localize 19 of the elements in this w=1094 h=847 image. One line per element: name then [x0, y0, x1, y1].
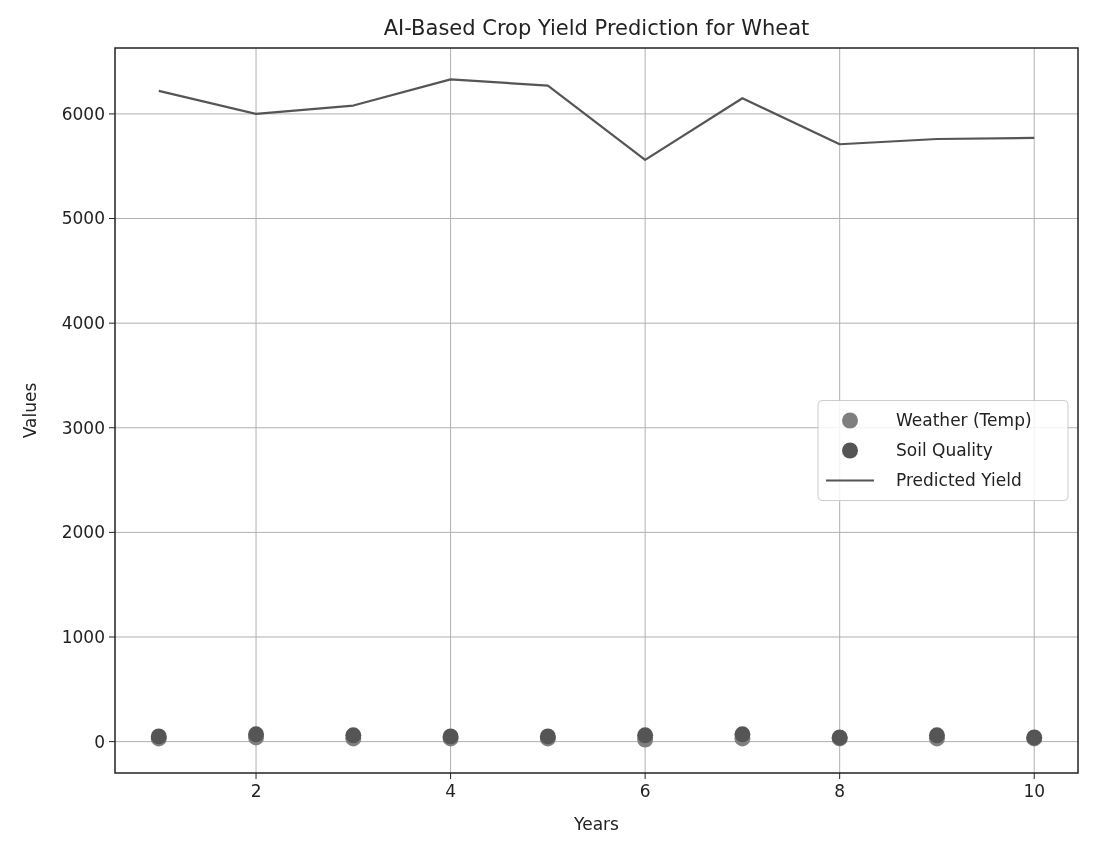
y-tick-label: 2000 — [61, 522, 105, 543]
x-tick-label: 2 — [250, 781, 262, 801]
y-tick-label: 6000 — [61, 103, 105, 124]
x-tick-label: 4 — [445, 781, 456, 801]
y-tick-label: 0 — [94, 731, 105, 752]
line-series — [157, 78, 1036, 162]
chart-title: AI-Based Crop Yield Prediction for Wheat — [383, 16, 810, 40]
y-tick-label: 4000 — [61, 313, 105, 334]
y-tick-label: 3000 — [61, 417, 105, 438]
x-tick-label: 8 — [834, 781, 846, 801]
y-tick-label: 5000 — [61, 208, 105, 229]
legend-label: Soil Quality — [896, 440, 993, 461]
x-tick-label: 6 — [639, 781, 651, 801]
x-axis-title: Years — [573, 814, 620, 834]
x-tick-label: 10 — [1023, 781, 1046, 801]
legend-label: Weather (Temp) — [896, 410, 1032, 431]
legend-label: Predicted Yield — [896, 470, 1022, 491]
y-tick-label: 1000 — [61, 626, 105, 647]
y-axis-title: Values — [20, 382, 40, 439]
